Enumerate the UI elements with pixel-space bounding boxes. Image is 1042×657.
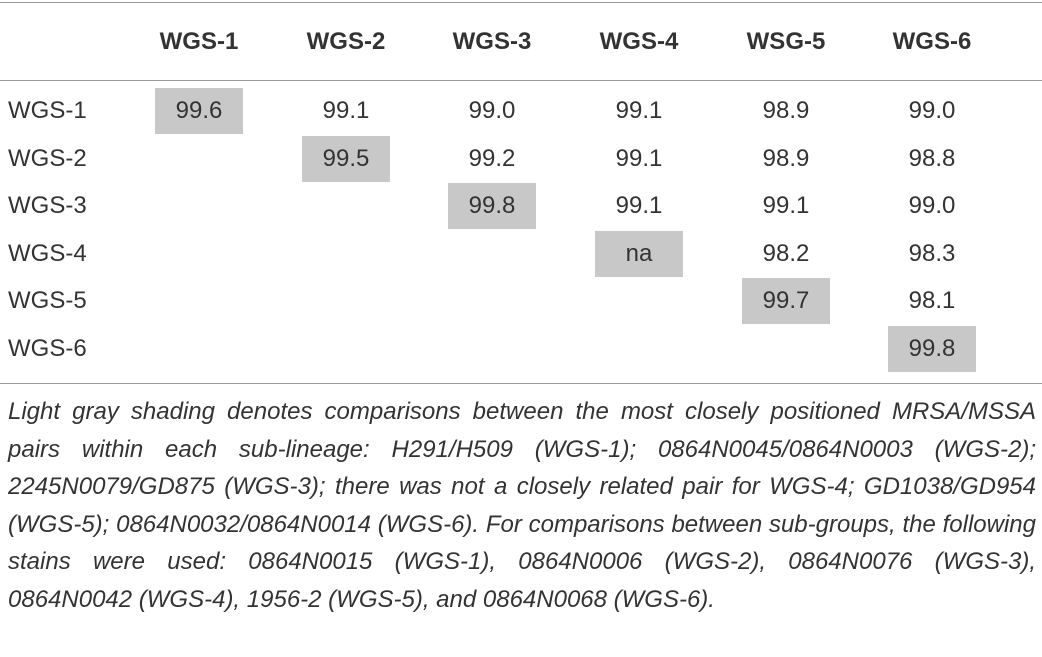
cell: 99.2	[468, 144, 516, 172]
row-label: WGS-1	[8, 97, 87, 124]
shaded-cell: 99.8	[448, 183, 536, 229]
row-label: WGS-6	[8, 334, 87, 362]
cell: 99.0	[908, 97, 956, 124]
bottom-rule	[0, 383, 1042, 384]
cell: 98.9	[762, 97, 810, 124]
row-label: WGS-3	[8, 192, 87, 219]
cell: 99.1	[615, 144, 663, 172]
cell: 99.1	[615, 192, 663, 219]
column-header: WSG-5	[746, 28, 826, 55]
cell: 98.1	[908, 287, 956, 314]
cell: 98.3	[908, 239, 956, 267]
cell: 99.1	[322, 97, 370, 124]
cell: 99.0	[908, 192, 956, 219]
shaded-cell: 99.6	[155, 88, 243, 134]
cell: 98.9	[762, 144, 810, 172]
cell: 99.0	[468, 97, 516, 124]
shaded-cell: na	[595, 230, 683, 277]
column-header: WGS-1	[159, 28, 239, 55]
shaded-cell: 99.5	[302, 135, 390, 182]
header-rule	[0, 80, 1042, 81]
cell: 99.1	[762, 192, 810, 219]
top-rule	[0, 2, 1042, 3]
cell: 98.8	[908, 144, 956, 172]
shaded-cell: 99.8	[888, 325, 976, 372]
cell: 99.1	[615, 97, 663, 124]
column-header: WGS-3	[452, 28, 532, 55]
footnote: Light gray shading denotes comparisons b…	[8, 398, 1036, 613]
column-header: WGS-4	[599, 28, 679, 55]
row-label: WGS-5	[8, 287, 87, 314]
column-header: WGS-6	[892, 28, 972, 55]
column-header: WGS-2	[306, 28, 386, 55]
row-label: WGS-2	[8, 144, 87, 172]
shaded-cell: 99.7	[742, 278, 830, 324]
row-label: WGS-4	[8, 239, 87, 267]
cell: 98.2	[762, 239, 810, 267]
